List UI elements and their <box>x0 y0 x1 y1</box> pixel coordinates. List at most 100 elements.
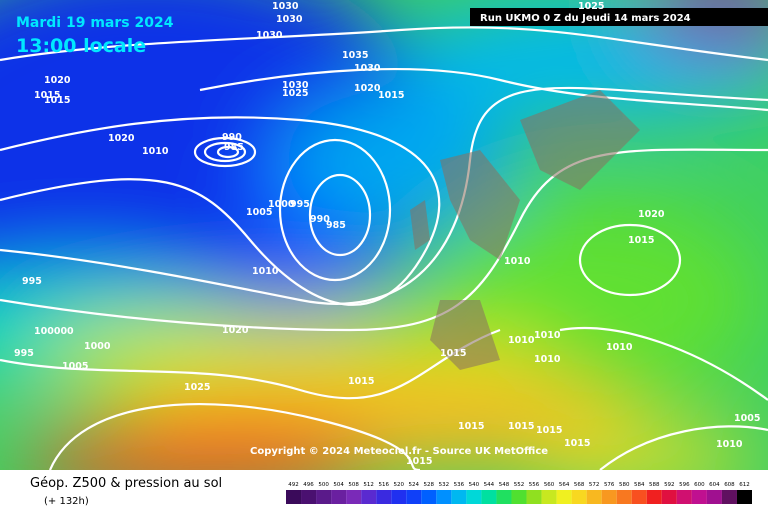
isobar-label: 1005 <box>246 207 272 218</box>
isobar-label: 1015 <box>44 95 70 106</box>
isobar-label: 1015 <box>34 90 60 101</box>
scale-label: 504 <box>333 482 344 488</box>
isobar-label: 1015 <box>458 421 484 432</box>
scale-swatch <box>481 490 497 504</box>
isobar-label: 1035 <box>342 50 368 61</box>
isobar-label: 995 <box>22 276 42 287</box>
scale-label: 580 <box>619 482 630 488</box>
scale-swatch <box>346 490 362 504</box>
copyright: Copyright © 2024 Meteociel.fr - Source U… <box>250 446 548 457</box>
scale-swatch <box>391 490 407 504</box>
scale-swatch <box>361 490 377 504</box>
scale-label: 544 <box>484 482 495 488</box>
isobar-label: 1020 <box>354 83 381 94</box>
scale-swatch <box>376 490 392 504</box>
lead-time: (+ 132h) <box>44 496 89 507</box>
forecast-time: 13:00 locale <box>16 35 146 57</box>
isobar-label: 1015 <box>406 456 432 467</box>
scale-swatch <box>586 490 602 504</box>
isobar-label: 1025 <box>184 382 210 393</box>
scale-label: 592 <box>664 482 675 488</box>
isobar-label: 1015 <box>440 348 466 359</box>
scale-label: 496 <box>303 482 314 488</box>
scale-label: 528 <box>424 482 435 488</box>
scale-label: 564 <box>559 482 570 488</box>
scale-swatch <box>406 490 422 504</box>
isobar-label: 1020 <box>44 75 71 86</box>
scale-label: 600 <box>694 482 705 488</box>
scale-label: 588 <box>649 482 660 488</box>
isobar-label: 1030 <box>282 80 309 91</box>
isobar-label: 1025 <box>578 1 604 12</box>
scale-swatch <box>616 490 632 504</box>
scale-label: 572 <box>589 482 600 488</box>
isobar-label: 1030 <box>354 63 381 74</box>
scale-swatch <box>511 490 527 504</box>
scale-swatch <box>706 490 722 504</box>
isobar-label: 1015 <box>378 90 404 101</box>
scale-swatch <box>646 490 662 504</box>
scale-swatch <box>661 490 677 504</box>
map-field <box>0 0 768 470</box>
run-info: Run UKMO 0 Z du Jeudi 14 mars 2024 <box>480 13 691 24</box>
isobar-label: 985 <box>326 220 346 231</box>
scale-label: 560 <box>544 482 555 488</box>
scale-swatch <box>721 490 737 504</box>
scale-label: 584 <box>634 482 645 488</box>
scale-swatch <box>451 490 467 504</box>
isobar-label: 1020 <box>638 209 665 220</box>
scale-label: 536 <box>454 482 465 488</box>
scale-swatch <box>496 490 512 504</box>
isobar-label: 995 <box>290 199 310 210</box>
isobar-label: 1010 <box>606 342 633 353</box>
scale-swatch <box>301 490 317 504</box>
scale-label: 508 <box>348 482 359 488</box>
scale-swatch <box>421 490 437 504</box>
isobar-label: 1015 <box>348 376 374 387</box>
forecast-date: Mardi 19 mars 2024 <box>16 15 174 31</box>
scale-label: 576 <box>604 482 615 488</box>
isobar-label: 1010 <box>508 335 535 346</box>
isobar-label: 1010 <box>142 146 169 157</box>
isobar-label: 1015 <box>628 235 654 246</box>
scale-label: 556 <box>529 482 540 488</box>
scale-label: 532 <box>439 482 450 488</box>
scale-swatch <box>466 490 482 504</box>
isobar-label: 1020 <box>108 133 135 144</box>
isobar-label: 1030 <box>256 30 283 41</box>
scale-label: 492 <box>288 482 299 488</box>
scale-label: 520 <box>393 482 404 488</box>
isobar-label: 1000 <box>268 199 295 210</box>
isobar-label: 995 <box>14 348 34 359</box>
scale-swatch <box>736 490 752 504</box>
isobar-label: 1015 <box>508 421 534 432</box>
isobar-label: 1005 <box>62 361 88 372</box>
scale-label: 540 <box>469 482 480 488</box>
scale-swatch <box>691 490 707 504</box>
isobar-label: 990 <box>222 132 242 143</box>
isobar-label: 1000 <box>84 341 111 352</box>
scale-swatch <box>541 490 557 504</box>
scale-label: 608 <box>724 482 735 488</box>
land-outlines <box>410 90 640 370</box>
isobar-label: 1010 <box>534 354 561 365</box>
isobar-label: 1015 <box>536 425 562 436</box>
isobar-label: 1010 <box>252 266 279 277</box>
scale-swatch <box>556 490 572 504</box>
isobar-label: 1010 <box>534 330 561 341</box>
isobar-label: 1010 <box>504 256 531 267</box>
scale-label: 512 <box>363 482 374 488</box>
scale-swatch <box>331 490 347 504</box>
scale-label: 548 <box>499 482 510 488</box>
isobar-label: 1030 <box>276 14 303 25</box>
scale-label: 612 <box>739 482 750 488</box>
isobar-label: 1005 <box>734 413 760 424</box>
scale-swatch <box>571 490 587 504</box>
scale-swatch <box>526 490 542 504</box>
scale-label: 596 <box>679 482 690 488</box>
scale-label: 500 <box>318 482 329 488</box>
isobar-label: 1020 <box>222 325 249 336</box>
color-scale: 492 496 500 504 508 512 516 520 524 528 532 536 540 5… <box>286 482 752 504</box>
